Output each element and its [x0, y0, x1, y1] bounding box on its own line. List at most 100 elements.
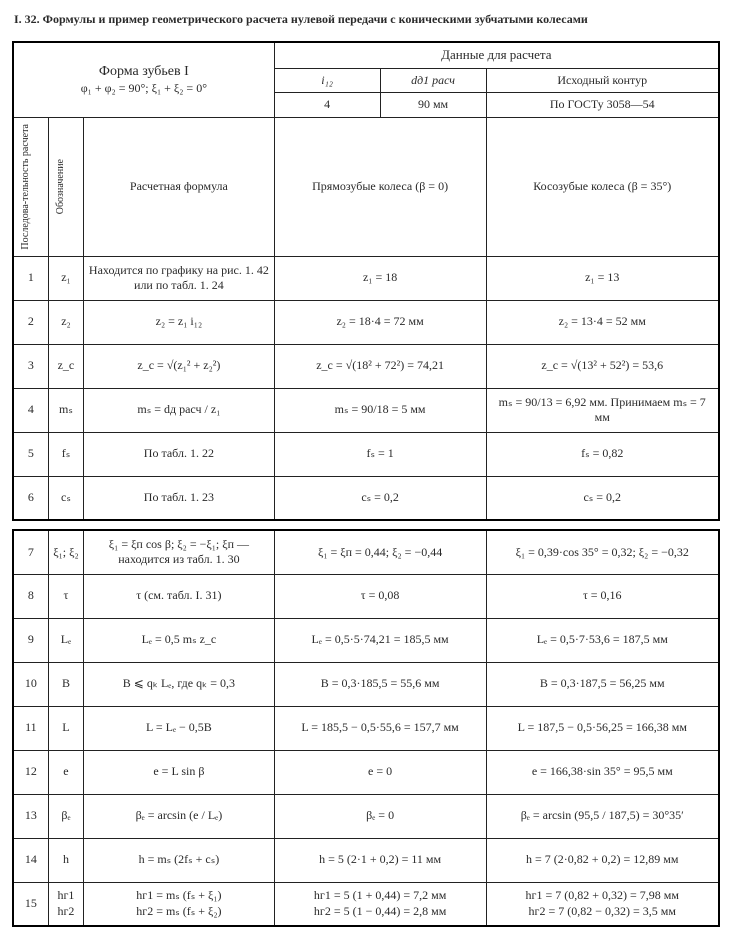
row-num: 4	[13, 388, 48, 432]
row-helical: B = 0,3·187,5 = 56,25 мм	[486, 662, 719, 706]
row-spur: ξ₁ = ξп = 0,44; ξ₂ = −0,44	[274, 530, 486, 574]
row-formula: mₛ = dд расч / z₁	[84, 388, 275, 432]
row-symbol: z_c	[48, 344, 83, 388]
row-symbol: ξ₁; ξ₂	[48, 530, 83, 574]
form-title: Форма зубьев I	[18, 63, 270, 81]
row-num: 5	[13, 432, 48, 476]
row-helical: mₛ = 90/13 = 6,92 мм. Принимаем mₛ = 7 м…	[486, 388, 719, 432]
row-symbol: fₛ	[48, 432, 83, 476]
table-row: 10BB ⩽ qₖ Lₑ, где qₖ = 0,3B = 0,3·185,5 …	[13, 662, 719, 706]
row-num: 3	[13, 344, 48, 388]
data-title: Данные для расчета	[274, 42, 719, 68]
table-row: 5fₛПо табл. 1. 22fₛ = 1fₛ = 0,82	[13, 432, 719, 476]
row-spur: mₛ = 90/18 = 5 мм	[274, 388, 486, 432]
row-symbol: Lₑ	[48, 618, 83, 662]
row-symbol: τ	[48, 574, 83, 618]
row-formula: z₂ = z₁ i₁₂	[84, 300, 275, 344]
row-helical: βₑ = arcsin (95,5 / 187,5) = 30°35′	[486, 794, 719, 838]
table-section-gap	[13, 520, 719, 530]
row-spur: cₛ = 0,2	[274, 476, 486, 520]
row-num: 6	[13, 476, 48, 520]
row-symbol: βₑ	[48, 794, 83, 838]
contour-value: По ГОСТу 3058—54	[487, 93, 719, 117]
row-formula: e = L sin β	[84, 750, 275, 794]
table-row: 4mₛmₛ = dд расч / z₁mₛ = 90/18 = 5 ммmₛ …	[13, 388, 719, 432]
row-helical: hг1 = 7 (0,82 + 0,32) = 7,98 ммhг2 = 7 (…	[486, 882, 719, 926]
row-symbol: e	[48, 750, 83, 794]
row-formula: B ⩽ qₖ Lₑ, где qₖ = 0,3	[84, 662, 275, 706]
row-symbol: z₁	[48, 256, 83, 300]
row-helical: L = 187,5 − 0,5·56,25 = 166,38 мм	[486, 706, 719, 750]
table-row: 2z₂z₂ = z₁ i₁₂z₂ = 18·4 = 72 ммz₂ = 13·4…	[13, 300, 719, 344]
table-row: 6cₛПо табл. 1. 23cₛ = 0,2cₛ = 0,2	[13, 476, 719, 520]
row-symbol: hг1hг2	[48, 882, 83, 926]
row-spur: fₛ = 1	[274, 432, 486, 476]
col-helical: Косозубые колеса (β = 35°)	[486, 118, 719, 257]
row-helical: z₁ = 13	[486, 256, 719, 300]
row-formula: Lₑ = 0,5 mₛ z_c	[84, 618, 275, 662]
row-symbol: z₂	[48, 300, 83, 344]
row-spur: z₁ = 18	[274, 256, 486, 300]
table-row: 8ττ (см. табл. I. 31)τ = 0,08τ = 0,16	[13, 574, 719, 618]
row-symbol: B	[48, 662, 83, 706]
row-formula: τ (см. табл. I. 31)	[84, 574, 275, 618]
table-row: 1z₁Находится по графику на рис. 1. 42 ил…	[13, 256, 719, 300]
contour-label: Исходный контур	[487, 69, 719, 93]
row-spur: τ = 0,08	[274, 574, 486, 618]
row-spur: z₂ = 18·4 = 72 мм	[274, 300, 486, 344]
row-helical: fₛ = 0,82	[486, 432, 719, 476]
table-row: 12ee = L sin βe = 0e = 166,38·sin 35° = …	[13, 750, 719, 794]
row-helical: z_c = √(13² + 52²) = 53,6	[486, 344, 719, 388]
col-formula: Расчетная формула	[84, 118, 275, 257]
row-formula: L = Lₑ − 0,5B	[84, 706, 275, 750]
row-helical: e = 166,38·sin 35° = 95,5 мм	[486, 750, 719, 794]
row-num: 12	[13, 750, 48, 794]
row-helical: z₂ = 13·4 = 52 мм	[486, 300, 719, 344]
row-num: 10	[13, 662, 48, 706]
row-num: 1	[13, 256, 48, 300]
form-subtitle: φ₁ + φ₂ = 90°; ξ₁ + ξ₂ = 0°	[18, 81, 270, 97]
row-formula: hг1 = mₛ (fₛ + ξ₁)hг2 = mₛ (fₛ + ξ₂)	[84, 882, 275, 926]
row-helical: ξ₁ = 0,39·cos 35° = 0,32; ξ₂ = −0,32	[486, 530, 719, 574]
table-row: 9LₑLₑ = 0,5 mₛ z_cLₑ = 0,5·5·74,21 = 185…	[13, 618, 719, 662]
row-num: 8	[13, 574, 48, 618]
row-num: 7	[13, 530, 48, 574]
row-symbol: mₛ	[48, 388, 83, 432]
row-formula: βₑ = arcsin (e / Lₑ)	[84, 794, 275, 838]
page-title: I. 32. Формулы и пример геометрического …	[14, 12, 720, 27]
i12-value: 4	[275, 93, 380, 117]
row-helical: cₛ = 0,2	[486, 476, 719, 520]
col-spur: Прямозубые колеса (β = 0)	[274, 118, 486, 257]
table-row: 14hh = mₛ (2fₛ + cₛ)h = 5 (2·1 + 0,2) = …	[13, 838, 719, 882]
i12-label: i₁₂	[275, 69, 380, 93]
row-helical: Lₑ = 0,5·7·53,6 = 187,5 мм	[486, 618, 719, 662]
row-spur: hг1 = 5 (1 + 0,44) = 7,2 ммhг2 = 5 (1 − …	[274, 882, 486, 926]
row-formula: h = mₛ (2fₛ + cₛ)	[84, 838, 275, 882]
row-formula: Находится по графику на рис. 1. 42 или п…	[84, 256, 275, 300]
row-helical: τ = 0,16	[486, 574, 719, 618]
row-num: 13	[13, 794, 48, 838]
row-num: 2	[13, 300, 48, 344]
row-symbol: L	[48, 706, 83, 750]
row-spur: z_c = √(18² + 72²) = 74,21	[274, 344, 486, 388]
col-seq: Последова-тельность расчета	[18, 122, 33, 252]
row-symbol: cₛ	[48, 476, 83, 520]
row-spur: Lₑ = 0,5·5·74,21 = 185,5 мм	[274, 618, 486, 662]
row-num: 9	[13, 618, 48, 662]
row-helical: h = 7 (2·0,82 + 0,2) = 12,89 мм	[486, 838, 719, 882]
row-spur: L = 185,5 − 0,5·55,6 = 157,7 мм	[274, 706, 486, 750]
table-row: 11LL = Lₑ − 0,5BL = 185,5 − 0,5·55,6 = 1…	[13, 706, 719, 750]
row-spur: B = 0,3·185,5 = 55,6 мм	[274, 662, 486, 706]
calc-table: Форма зубьев I φ₁ + φ₂ = 90°; ξ₁ + ξ₂ = …	[12, 41, 720, 927]
row-spur: βₑ = 0	[274, 794, 486, 838]
d-value: 90 мм	[380, 93, 485, 117]
row-num: 11	[13, 706, 48, 750]
table-row: 13βₑβₑ = arcsin (e / Lₑ)βₑ = 0βₑ = arcsi…	[13, 794, 719, 838]
row-spur: h = 5 (2·1 + 0,2) = 11 мм	[274, 838, 486, 882]
row-formula: По табл. 1. 22	[84, 432, 275, 476]
row-spur: e = 0	[274, 750, 486, 794]
row-symbol: h	[48, 838, 83, 882]
row-num: 15	[13, 882, 48, 926]
row-num: 14	[13, 838, 48, 882]
table-row: 3z_cz_c = √(z₁² + z₂²)z_c = √(18² + 72²)…	[13, 344, 719, 388]
